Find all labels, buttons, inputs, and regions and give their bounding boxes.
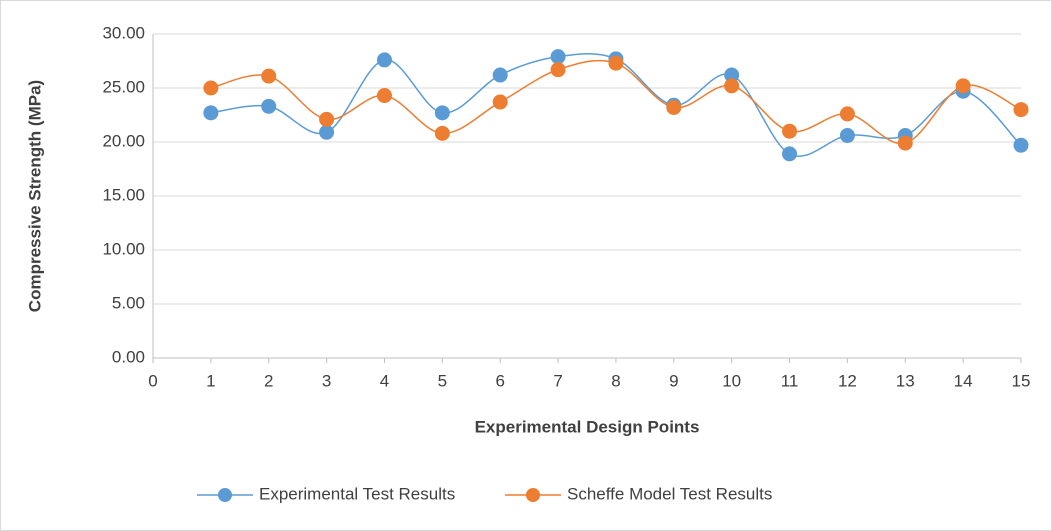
data-point — [839, 128, 855, 144]
data-point — [897, 135, 913, 151]
x-tick-label: 12 — [838, 371, 857, 390]
x-tick-label: 13 — [896, 371, 915, 390]
data-point — [261, 68, 277, 84]
x-tick-label: 1 — [206, 371, 215, 390]
data-point — [319, 111, 335, 127]
data-point — [376, 88, 392, 104]
data-point — [955, 78, 971, 94]
x-tick-label: 2 — [264, 371, 273, 390]
y-tick-label: 30.00 — [102, 23, 145, 42]
data-point — [203, 105, 219, 121]
data-point — [1013, 137, 1029, 153]
x-tick-label: 5 — [438, 371, 447, 390]
data-point — [839, 106, 855, 122]
y-tick-label: 0.00 — [112, 347, 145, 366]
x-tick-label: 15 — [1012, 371, 1031, 390]
legend-marker — [218, 488, 232, 502]
x-tick-label: 3 — [322, 371, 331, 390]
data-point — [550, 62, 566, 78]
data-point — [434, 105, 450, 121]
x-tick-label: 9 — [669, 371, 678, 390]
data-point — [550, 49, 566, 65]
data-point — [434, 125, 450, 141]
y-axis-title: Compressive Strength (MPa) — [25, 80, 44, 312]
data-point — [782, 123, 798, 139]
x-tick-label: 8 — [611, 371, 620, 390]
x-tick-label: 14 — [954, 371, 973, 390]
legend-marker — [526, 488, 540, 502]
data-point — [724, 78, 740, 94]
data-point — [261, 98, 277, 114]
data-point — [608, 55, 624, 71]
data-point — [376, 52, 392, 68]
data-point — [319, 124, 335, 140]
x-axis-title: Experimental Design Points — [475, 417, 700, 436]
legend-label: Experimental Test Results — [259, 484, 455, 503]
data-point — [492, 94, 508, 110]
y-tick-label: 10.00 — [102, 239, 145, 258]
x-tick-label: 11 — [781, 371, 799, 390]
y-tick-label: 5.00 — [112, 293, 145, 312]
x-tick-label: 6 — [495, 371, 504, 390]
data-point — [1013, 102, 1029, 118]
data-point — [666, 99, 682, 115]
x-tick-label: 0 — [148, 371, 157, 390]
data-point — [203, 80, 219, 96]
legend-label: Scheffe Model Test Results — [567, 484, 772, 503]
x-tick-label: 4 — [380, 371, 389, 390]
y-tick-label: 15.00 — [102, 185, 145, 204]
y-tick-label: 25.00 — [102, 77, 145, 96]
y-tick-label: 20.00 — [102, 131, 145, 150]
data-point — [782, 146, 798, 162]
x-tick-label: 7 — [553, 371, 562, 390]
x-tick-label: 10 — [722, 371, 741, 390]
data-point — [492, 67, 508, 83]
